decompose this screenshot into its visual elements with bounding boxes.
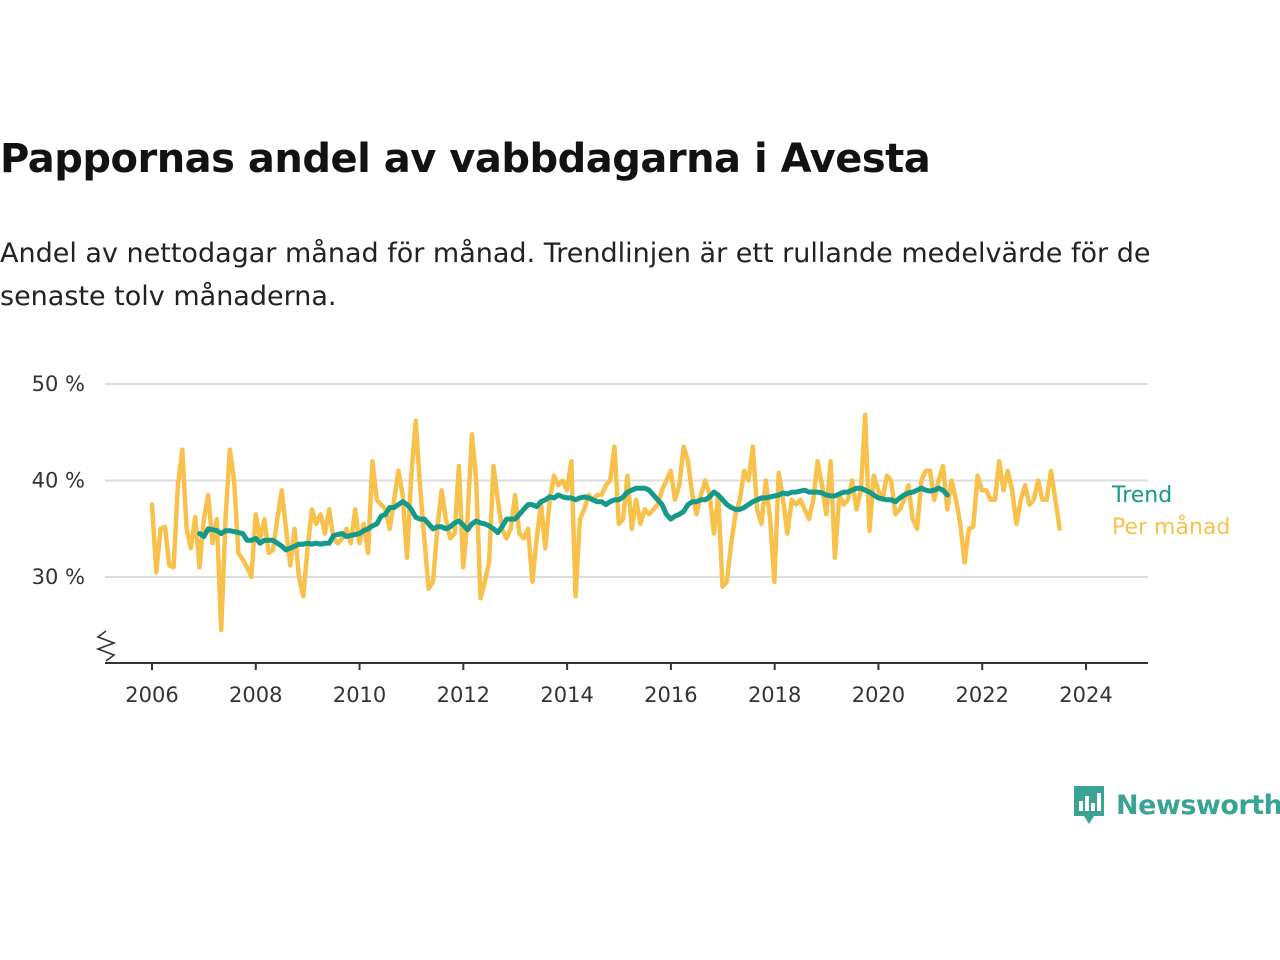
y-tick-label: 50 % — [32, 372, 85, 396]
x-tick-label: 2016 — [644, 683, 697, 707]
x-tick-label: 2022 — [955, 683, 1008, 707]
x-tick-label: 2024 — [1059, 683, 1112, 707]
legend-label-trend: Trend — [1111, 483, 1172, 508]
series-line-monthly — [149, 412, 1062, 633]
legend-label-monthly: Per månad — [1112, 514, 1230, 540]
series-line-trend — [197, 485, 950, 553]
axis-break-icon — [95, 630, 117, 662]
x-tick-label: 2020 — [852, 683, 905, 707]
newsworthy-logo: Newsworthy — [1072, 784, 1280, 826]
x-tick-label: 2006 — [125, 683, 178, 707]
x-tick-label: 2008 — [229, 683, 282, 707]
chart-subtitle: Andel av nettodagar månad för månad. Tre… — [0, 238, 1151, 312]
brand-name: Newsworthy — [1116, 789, 1280, 821]
x-tick-label: 2012 — [437, 683, 490, 707]
x-tick-label: 2010 — [333, 683, 386, 707]
y-tick-label: 40 % — [32, 469, 85, 493]
legend: Trend Per månad — [1111, 483, 1230, 540]
newsworthy-logo-icon — [1074, 786, 1104, 824]
y-tick-label: 30 % — [32, 565, 85, 589]
x-tick-label: 2014 — [540, 683, 593, 707]
series-lines — [149, 412, 1062, 633]
chart-title: Pappornas andel av vabbdagarna i Avesta — [0, 136, 931, 182]
axes: 30 % 40 % 50 % 2006 2008 2010 2012 2014 2016 2018… — [32, 372, 1148, 707]
x-tick-label: 2018 — [748, 683, 801, 707]
line-chart: 30 % 40 % 50 % 2006 2008 2010 2012 2014 2016 2018… — [32, 372, 1231, 707]
